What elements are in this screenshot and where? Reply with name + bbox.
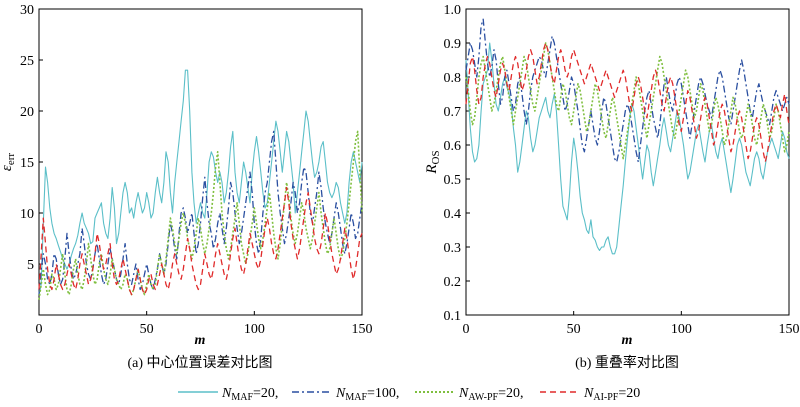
- chart-b-ylabel-sub: OS: [430, 150, 442, 164]
- chart-a-caption: (a) 中心位置误差对比图: [127, 355, 272, 371]
- chart-b-frame: [465, 8, 790, 316]
- chart-a-ylabel-sub: err: [5, 153, 17, 166]
- chart-b-ytick-label: 0.6: [444, 139, 462, 154]
- chart-a-ytick-label: 25: [20, 54, 34, 69]
- chart-b-ytick-label: 0.7: [444, 105, 462, 120]
- chart-b-xtick-label: 50: [567, 322, 581, 337]
- chart-b-ytick-label: 0.4: [444, 207, 462, 222]
- chart-a-ytick-label: 5: [27, 258, 34, 273]
- legend-label-maf100: NMAF=100,: [335, 386, 399, 403]
- chart-a-series-0: [38, 69, 363, 295]
- chart-a: 0 50 100 150 5 10 15 20 25 30 m εerr (a) 中心位置误差对比…: [0, 3, 373, 371]
- legend-item-awpf20: NAW-PF=20,: [415, 386, 524, 403]
- chart-b-series-2: [465, 42, 790, 160]
- chart-a-ylabel-symbol: ε: [0, 165, 15, 171]
- chart-b-ytick-label: 1.0: [444, 3, 462, 18]
- chart-a-ylabel: εerr: [0, 153, 17, 171]
- chart-b-series-3: [465, 42, 790, 163]
- chart-b-xtick-label: 0: [463, 322, 470, 337]
- legend-label-awpf20: NAW-PF=20,: [458, 386, 524, 403]
- chart-b-ytick-label: 0.1: [444, 309, 462, 324]
- chart-b-xtick-label: 150: [779, 322, 800, 337]
- chart-a-xtick-label: 150: [352, 322, 373, 337]
- chart-b-xtick-label: 100: [671, 322, 692, 337]
- legend-item-aipf20: NAI-PF=20: [540, 386, 640, 403]
- chart-b-xlabel: m: [622, 333, 633, 348]
- legend-label-maf20: NMAF=20,: [221, 386, 278, 403]
- chart-b-ylabel-symbol: R: [424, 164, 440, 174]
- chart-a-xlabel: m: [195, 333, 206, 348]
- legend-item-maf20: NMAF=20,: [178, 386, 278, 403]
- chart-a-series-1: [38, 130, 363, 295]
- legend-item-maf100: NMAF=100,: [292, 386, 399, 403]
- chart-a-series-3: [38, 186, 363, 296]
- chart-b-ytick-label: 0.5: [444, 173, 462, 188]
- chart-b-ytick-label: 0.8: [444, 71, 462, 86]
- chart-a-ytick-label: 10: [20, 207, 34, 222]
- chart-a-lines: [38, 69, 363, 300]
- chart-a-series-2: [38, 130, 363, 300]
- chart-a-ticks: 0 50 100 150 5 10 15 20 25 30: [20, 3, 373, 337]
- chart-b-series-0: [465, 42, 790, 255]
- chart-b-caption: (b) 重叠率对比图: [575, 354, 679, 371]
- chart-a-xtick-label: 0: [36, 322, 43, 337]
- chart-a-ytick-label: 30: [20, 3, 34, 18]
- legend-label-aipf20: NAI-PF=20: [583, 386, 640, 403]
- chart-b-ytick-label: 0.3: [444, 241, 462, 256]
- chart-a-ytick-label: 20: [20, 105, 34, 120]
- chart-b-ytick-label: 0.2: [444, 275, 462, 290]
- chart-a-ytick-label: 15: [20, 156, 34, 171]
- legend: NMAF=20, NMAF=100, NAW-PF=20, NAI-PF=20: [178, 386, 640, 403]
- chart-b-ylabel: ROS: [424, 150, 442, 174]
- chart-b-ytick-label: 0.9: [444, 37, 462, 52]
- chart-b-lines: [465, 18, 790, 255]
- chart-b: 0 50 100 1500.10.20.30.40.50.60.70.80.91.0 …: [424, 3, 800, 371]
- chart-a-xtick-label: 100: [244, 322, 265, 337]
- chart-a-xtick-label: 50: [140, 322, 154, 337]
- chart-b-ticks: 0 50 100 150 0.1 0.2 0.3 0.4 0.5 0.6 0.7 0.8 0.9 1.0: [444, 3, 800, 337]
